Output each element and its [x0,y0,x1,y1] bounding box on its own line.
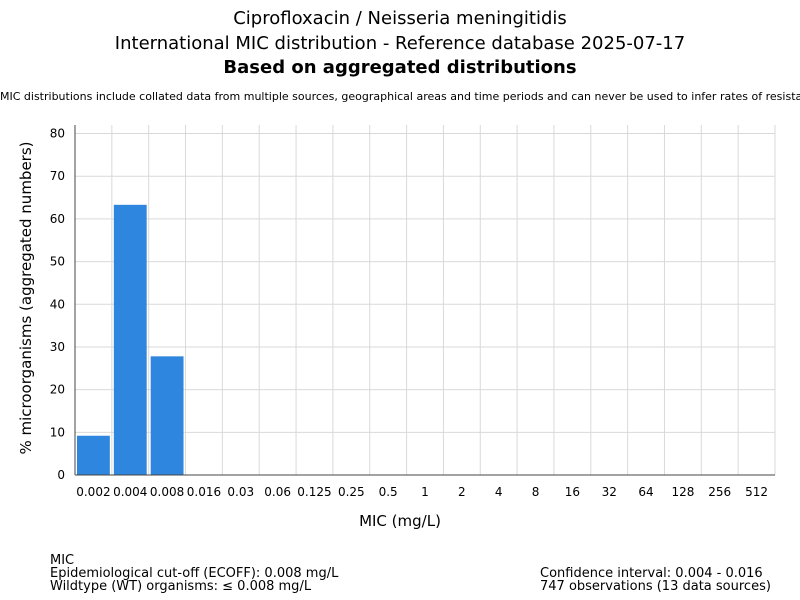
y-tick-label: 50 [50,255,65,269]
x-tick-label: 0.008 [150,485,184,499]
y-tick-label: 30 [50,340,65,354]
footer-confidence-interval: Confidence interval: 0.004 - 0.016 [540,566,763,581]
chart-note: MIC distributions include collated data … [0,90,800,103]
x-tick-label: 0.016 [187,485,221,499]
y-tick-label: 40 [50,297,65,311]
x-tick-label: 2 [458,485,466,499]
y-tick-label: 70 [50,169,65,183]
x-tick-label: 0.03 [227,485,254,499]
y-tick-label: 10 [50,425,65,439]
grid-lines [74,125,776,476]
x-tick-label: 4 [495,485,503,499]
bars [77,204,184,475]
bar-0.004 [113,204,147,475]
footer-wildtype: Wildtype (WT) organisms: ≤ 0.008 mg/L [50,579,312,594]
footer-mic-label: MIC [50,553,75,568]
footer-right: Confidence interval: 0.004 - 0.016 747 o… [540,567,771,593]
x-tick-label: 0.002 [76,485,110,499]
x-tick-label: 0.004 [113,485,147,499]
x-tick-label: 128 [671,485,694,499]
y-axis-label: % microorganisms (aggregated numbers) [17,141,35,454]
x-tick-label: 32 [602,485,617,499]
x-tick-label: 1 [421,485,429,499]
bar-0.002 [77,435,110,475]
axes [74,125,775,476]
x-tick-label: 0.25 [338,485,365,499]
chart-title: Ciprofloxacin / Neisseria meningitidis [233,8,567,29]
bar-0.008 [150,356,184,475]
x-tick-label: 64 [638,485,653,499]
footer-left: MIC Epidemiological cut-off (ECOFF): 0.0… [50,554,338,593]
footer-ecoff: Epidemiological cut-off (ECOFF): 0.008 m… [50,566,339,581]
x-axis-label: MIC (mg/L) [359,512,441,530]
chart-subtitle-bold: Based on aggregated distributions [223,57,577,78]
x-tick-label: 256 [708,485,731,499]
x-tick-label: 0.125 [297,485,331,499]
y-tick-label: 60 [50,212,65,226]
x-tick-label: 0.5 [379,485,398,499]
x-tick-label: 16 [565,485,580,499]
y-tick-label: 0 [57,468,65,482]
chart-subtitle: International MIC distribution - Referen… [114,33,686,54]
y-tick-label: 20 [50,383,65,397]
x-tick-label: 512 [745,485,768,499]
tick-labels: 0 10 20 30 40 50 60 70 80 0.002 0.004 0.008 0.016 0.0… [50,127,768,499]
y-tick-label: 80 [50,127,65,141]
footer-observations: 747 observations (13 data sources) [540,579,771,594]
x-tick-label: 0.06 [264,485,291,499]
x-tick-label: 8 [532,485,540,499]
